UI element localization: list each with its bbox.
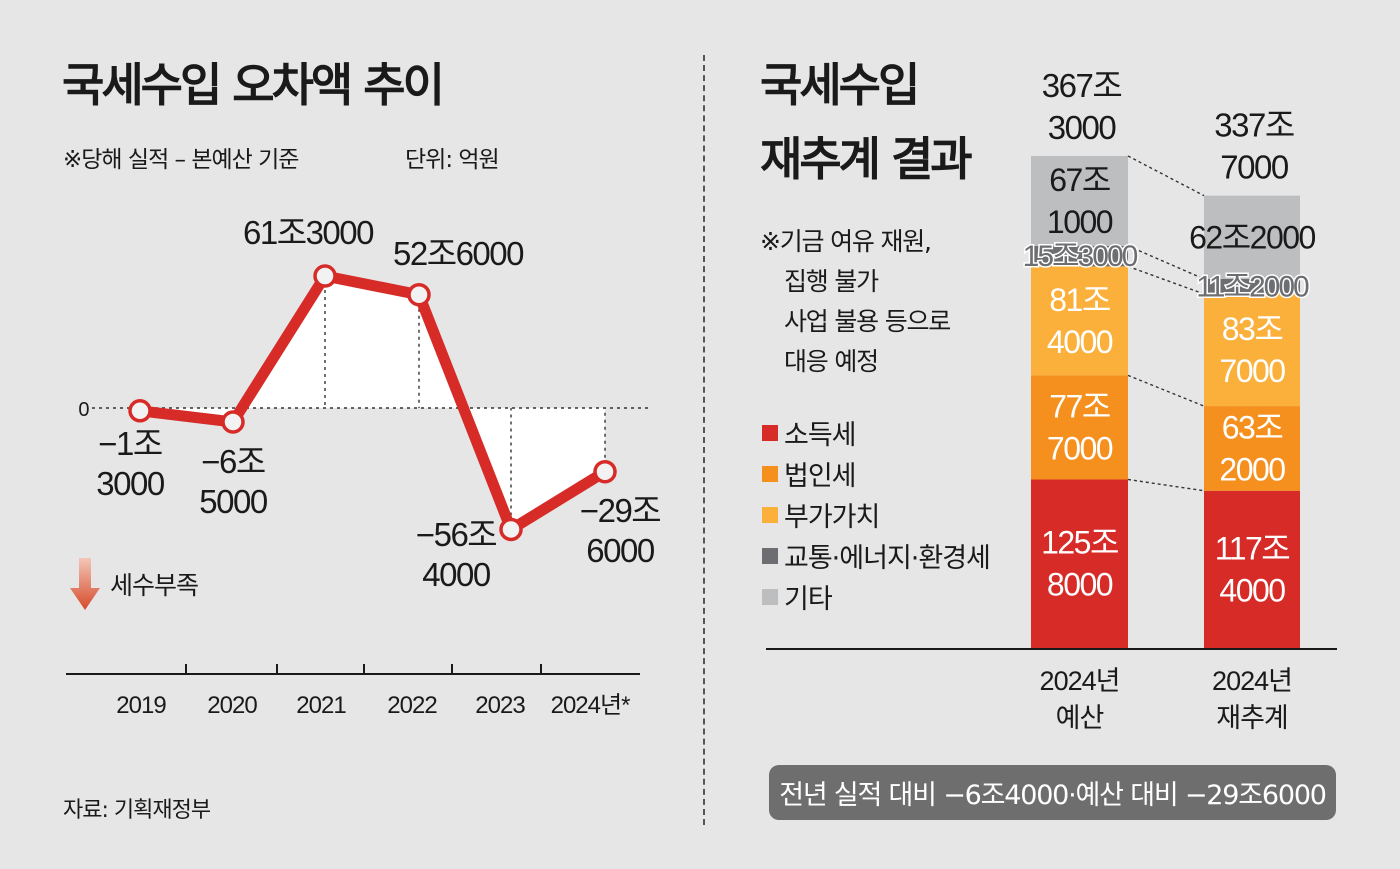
left-chart-unit: 단위: 억원 xyxy=(405,147,500,173)
zero-tick-label: 0 xyxy=(78,399,89,421)
legend-swatch xyxy=(762,588,778,605)
segment-label: 11조2000 xyxy=(1196,270,1309,303)
data-point xyxy=(313,264,337,288)
legend-item-transport-tax: 교통·에너지·환경세 xyxy=(762,535,991,576)
note-line: 사업 불용 등으로 xyxy=(784,307,951,336)
bar-segment xyxy=(1204,195,1300,279)
bar-segment xyxy=(1204,406,1300,491)
segment-label: 117조 4000 xyxy=(1215,530,1290,608)
segment-label: 15조3000 xyxy=(1023,240,1138,273)
note-line: 대응 예정 xyxy=(784,347,879,376)
legend-swatch xyxy=(762,506,778,523)
x-tick-label: 2024년 예산 xyxy=(1040,666,1120,733)
bar-segment xyxy=(1204,278,1300,294)
segment-label: 67조 1000 xyxy=(1047,162,1113,240)
connector-line xyxy=(1127,478,1205,492)
x-tick-label: 2024년* xyxy=(551,692,630,719)
x-tick-label: 2023 xyxy=(475,692,525,719)
shortage-legend: 세수부족 xyxy=(68,558,199,612)
legend-label: 법인세 xyxy=(784,461,857,492)
shortage-legend-label: 세수부족 xyxy=(110,571,199,600)
legend-item-vat: 부가가치 xyxy=(762,494,990,535)
connector-line xyxy=(1127,374,1205,407)
legend-swatch xyxy=(762,424,778,441)
data-label: 61조3000 xyxy=(243,214,374,251)
bar-segment xyxy=(1031,375,1128,480)
right-chart-title-line2: 재추계 결과 xyxy=(760,132,973,186)
legend-swatch xyxy=(762,547,778,564)
panel-divider xyxy=(703,55,705,825)
data-point xyxy=(499,517,523,542)
legend-item-income-tax: 소득세 xyxy=(762,412,990,453)
x-tick-label: 2019 xyxy=(116,692,166,719)
legend-item-other: 기타 xyxy=(762,576,990,617)
segment-label: 125조 8000 xyxy=(1041,525,1118,603)
legend-swatch xyxy=(762,465,778,482)
segment-label: 77조 7000 xyxy=(1047,388,1113,466)
data-label: −6조 5000 xyxy=(199,443,268,520)
segment-label: 62조2000 xyxy=(1189,219,1315,255)
bar-segment xyxy=(1031,479,1128,648)
bar-segment xyxy=(1204,293,1300,407)
x-tick-label: 2021 xyxy=(296,692,346,719)
total-label: 337조 7000 xyxy=(1214,107,1294,186)
data-point xyxy=(593,459,617,484)
right-chart-note: ※기금 여유 재원, 집행 불가 사업 불용 등으로 대응 예정 xyxy=(760,222,951,382)
x-tick-label: 2020 xyxy=(207,692,257,719)
data-point xyxy=(407,282,431,307)
legend-label: 기타 xyxy=(784,584,833,615)
legend-label: 부가가치 xyxy=(784,502,880,533)
summary-text: 전년 실적 대비 −6조4000·예산 대비 −29조6000 xyxy=(779,780,1327,811)
legend-item-corporate-tax: 법인세 xyxy=(762,453,990,494)
data-label: 52조6000 xyxy=(393,235,524,272)
bar-segment xyxy=(1031,245,1128,267)
left-chart-note: ※당해 실적 – 본예산 기준 xyxy=(63,147,299,173)
x-tick-label: 2022 xyxy=(387,692,437,719)
summary-box: 전년 실적 대비 −6조4000·예산 대비 −29조6000 xyxy=(769,765,1336,820)
x-tick-label: 2024년 재추계 xyxy=(1212,666,1292,733)
data-label: −1조 3000 xyxy=(96,425,165,502)
bar-segment xyxy=(1031,156,1128,246)
note-line: ※기금 여유 재원, xyxy=(760,227,932,256)
bar-segment xyxy=(1031,266,1128,376)
note-line: 집행 불가 xyxy=(784,267,879,296)
legend-label: 교통·에너지·환경세 xyxy=(784,543,991,574)
connector-line xyxy=(1127,265,1205,295)
series-line xyxy=(134,270,611,535)
data-label: −56조 4000 xyxy=(416,516,496,593)
segment-label: 83조 7000 xyxy=(1219,311,1285,389)
legend-label: 소득세 xyxy=(784,420,857,451)
total-label: 367조 3000 xyxy=(1042,67,1122,146)
segment-label: 81조 4000 xyxy=(1047,282,1113,360)
data-label: −29조 6000 xyxy=(580,492,660,569)
data-point xyxy=(128,399,152,423)
down-arrow-icon xyxy=(70,558,100,610)
segment-label: 63조 2000 xyxy=(1219,409,1285,487)
connector-line xyxy=(1127,155,1205,197)
stack-legend: 소득세 법인세 부가가치 교통·에너지·환경세 기타 xyxy=(762,412,991,617)
data-point xyxy=(221,410,245,434)
right-chart-title-line1: 국세수입 xyxy=(760,58,920,112)
connector-line xyxy=(1127,245,1205,280)
source-note: 자료: 기획재정부 xyxy=(63,798,211,823)
bar-segment xyxy=(1204,490,1300,648)
line-chart: 0 −1조 3000 −6조 5000 61조3000 52조6000 −56조 4000 −29… xyxy=(66,214,662,719)
left-chart-title: 국세수입 오차액 추이 xyxy=(62,58,445,112)
